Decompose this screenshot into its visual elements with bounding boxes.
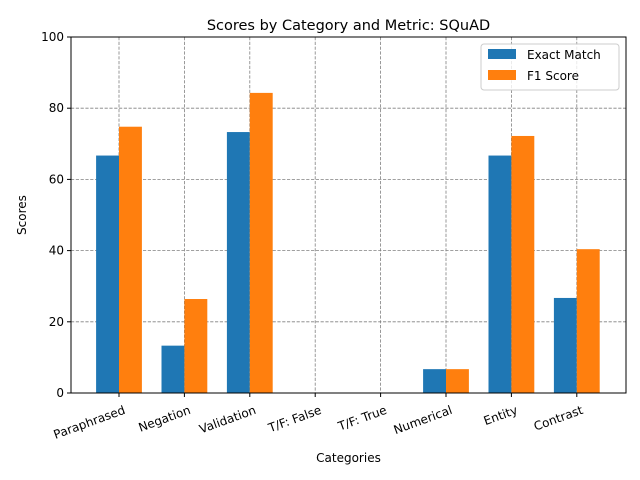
y-tick-label: 40	[49, 244, 64, 258]
y-tick-label: 0	[56, 386, 64, 400]
chart-title: Scores by Category and Metric: SQuAD	[207, 18, 490, 34]
bar-f1-score-contrast	[576, 249, 600, 393]
bars	[96, 92, 600, 393]
bar-exact-match-validation	[226, 132, 250, 393]
plot-frame	[70, 36, 627, 394]
bar-f1-score-paraphrased	[119, 126, 142, 393]
bar-exact-match-entity	[488, 155, 512, 393]
bar-f1-score-negation	[184, 299, 208, 393]
bar-exact-match-negation	[161, 345, 185, 393]
bar-f1-score-validation	[249, 92, 273, 393]
legend: Exact Match F1 Score	[480, 43, 620, 91]
y-tick-label: 80	[49, 101, 64, 115]
bar-exact-match-numerical	[423, 369, 446, 393]
x-axis-label: Categories	[316, 451, 381, 465]
bar-f1-score-entity	[511, 135, 535, 393]
y-tick-label: 20	[49, 315, 64, 329]
bar-f1-score-numerical	[446, 369, 469, 393]
legend-swatch-exact-match	[488, 49, 516, 59]
y-axis-label: Scores	[15, 195, 29, 235]
bar-exact-match-contrast	[553, 297, 577, 393]
y-tick-label: 100	[41, 30, 64, 44]
bar-exact-match-paraphrased	[96, 155, 119, 393]
legend-label-f1-score: F1 Score	[527, 69, 579, 83]
legend-swatch-f1-score	[488, 70, 516, 80]
legend-label-exact-match: Exact Match	[527, 48, 601, 62]
y-tick-label: 60	[49, 172, 64, 186]
